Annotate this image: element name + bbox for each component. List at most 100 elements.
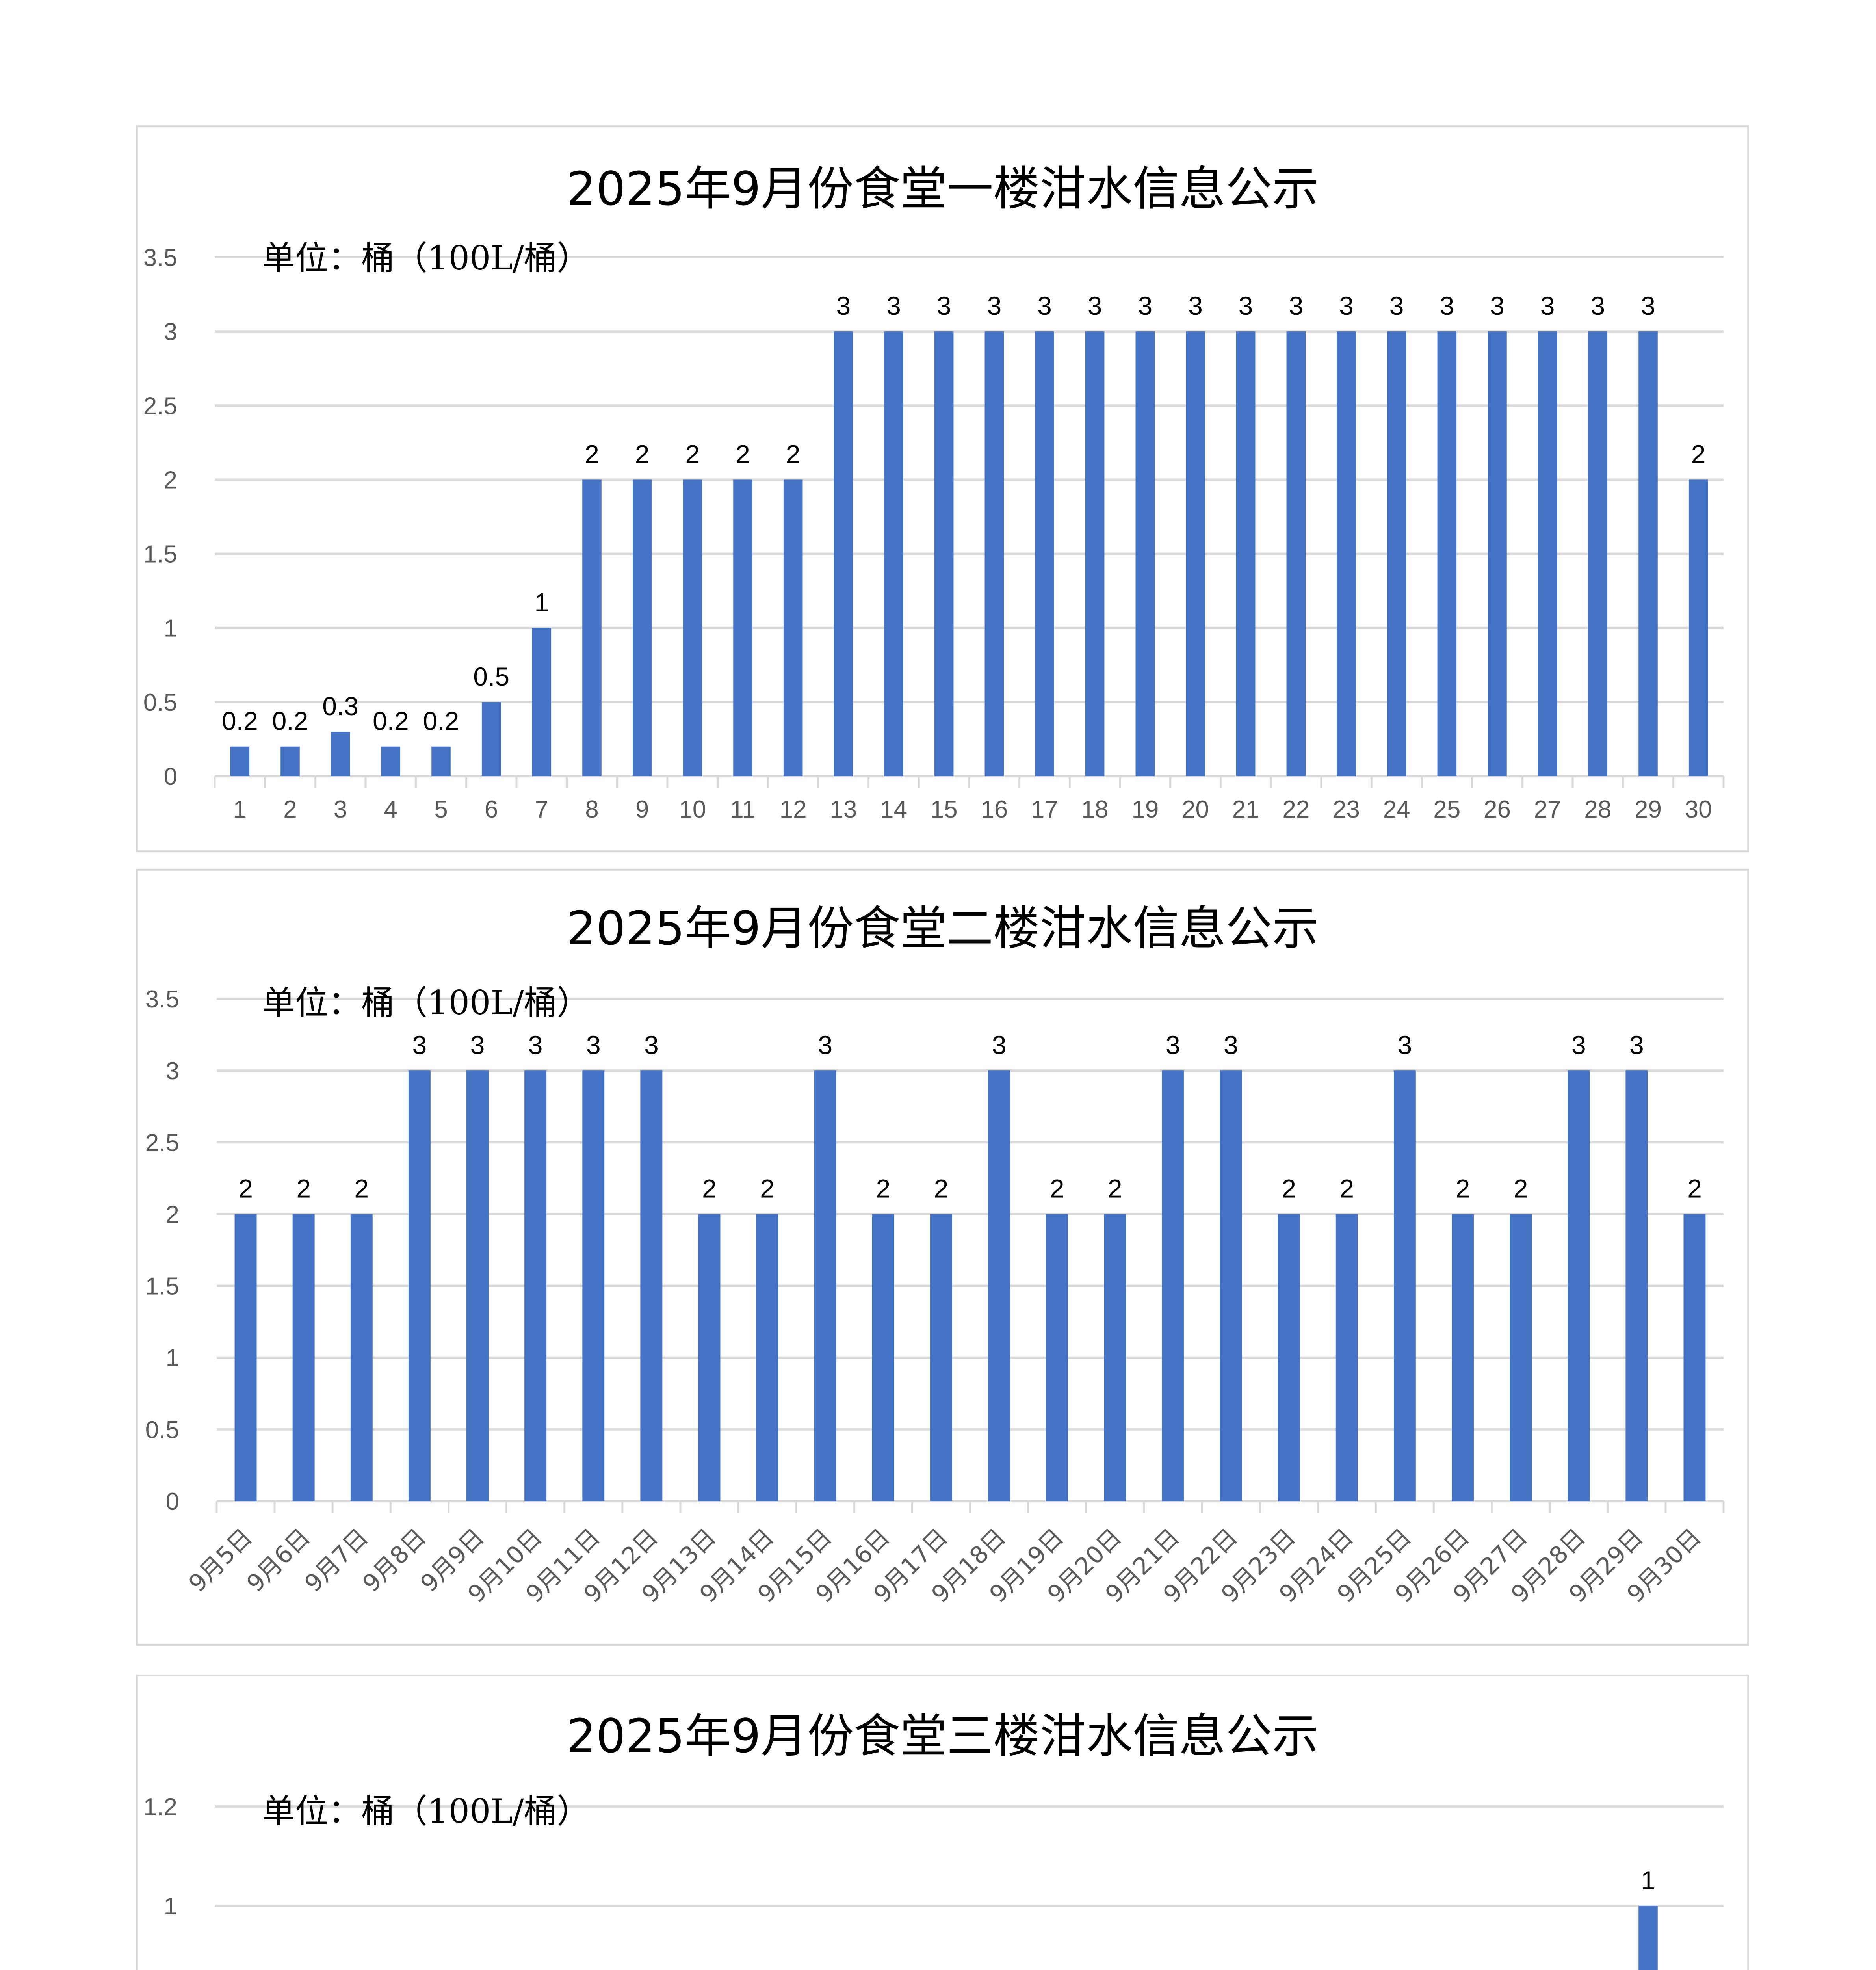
data-label: 0.2 [222,706,258,736]
data-label: 0.2 [272,706,308,736]
bar [1625,1070,1648,1501]
x-tick-label: 20 [1182,796,1209,823]
x-tick-label: 22 [1282,796,1309,823]
data-label: 3 [470,1030,485,1059]
data-label: 3 [1188,291,1203,320]
y-tick-label: 1 [164,615,177,642]
y-tick-label: 1 [166,1345,179,1372]
bar [1162,1070,1184,1501]
data-label: 0.2 [373,706,409,736]
bar [1437,331,1457,777]
y-tick-label: 2.5 [143,392,177,420]
data-label: 3 [1138,291,1152,320]
x-tick-label: 28 [1584,796,1611,823]
x-tick-label: 15 [931,796,958,823]
y-tick-label: 3.5 [145,986,179,1013]
data-label: 3 [818,1030,832,1059]
bar [783,479,803,776]
data-label: 3 [886,291,901,320]
y-tick-label: 0.5 [145,1416,179,1444]
y-tick-label: 1 [164,1893,177,1920]
data-label: 2 [786,439,801,468]
data-label: 2 [635,439,650,468]
unit-label: 单位：桶（100L/桶） [262,1792,590,1831]
bar [1046,1214,1068,1501]
bar [1688,479,1708,776]
bar [1104,1214,1126,1501]
bar [350,1214,373,1501]
y-tick-label: 3 [164,318,177,346]
bar [984,331,1004,777]
bar [1335,1214,1358,1501]
data-label: 2 [760,1174,775,1203]
bar [934,331,954,777]
y-tick-label: 0 [164,763,177,790]
bar [1236,331,1256,777]
y-tick-label: 1.2 [143,1793,177,1821]
data-label: 3 [1641,291,1655,320]
bar [1186,331,1205,777]
chart-title: 2025年9月份食堂一楼泔水信息公示 [566,162,1319,216]
bar [872,1214,894,1501]
data-label: 2 [736,439,750,468]
data-label: 3 [1571,1030,1586,1059]
x-tick-label: 9月8日 [357,1523,431,1597]
x-tick-label: 26 [1484,796,1511,823]
data-label: 3 [987,291,1001,320]
bar [230,746,250,776]
y-tick-label: 3 [166,1057,179,1085]
bar-chart-plot: 00.20.40.60.811.20.110.120.130.140.15060… [143,1793,1724,1970]
bar [733,479,752,776]
y-tick-label: 0 [166,1488,179,1515]
x-tick-label: 21 [1232,796,1259,823]
data-label: 2 [1282,1174,1296,1203]
bar [988,1070,1010,1501]
chart-title: 2025年9月份食堂二楼泔水信息公示 [566,901,1319,955]
data-label: 3 [836,291,851,320]
data-label: 3 [1629,1030,1644,1059]
bar [1220,1070,1242,1501]
bar [1588,331,1608,777]
bar [408,1070,431,1501]
data-label: 3 [1239,291,1253,320]
x-tick-label: 11 [730,796,755,823]
data-label: 2 [296,1174,311,1203]
data-label: 3 [1590,291,1605,320]
chart-floor-2: 2025年9月份食堂二楼泔水信息公示 0 0.5 1 1.5 2 2.5 3 3.5 2 9月5日… [136,869,1749,1646]
bar [1538,331,1557,777]
data-label: 2 [354,1174,369,1203]
bar [1085,331,1105,777]
data-label: 2 [1691,439,1706,468]
bar [1568,1070,1590,1501]
x-tick-label: 18 [1081,796,1109,823]
data-label: 3 [1166,1030,1180,1059]
chart-floor-3: 2025年9月份食堂三楼泔水信息公示 00.20.40.60.811.20.11… [136,1674,1749,1970]
bar [582,479,602,776]
data-label: 3 [937,291,951,320]
x-tick-label: 9月5日 [184,1523,258,1597]
bar [466,1070,489,1501]
bar [1286,331,1306,777]
data-label: 2 [1687,1174,1702,1203]
bar [234,1214,257,1501]
data-label: 3 [1398,1030,1412,1059]
data-label: 3 [1037,291,1052,320]
data-label: 3 [1389,291,1404,320]
x-tick-label: 2 [283,796,297,823]
x-tick-label: 10 [679,796,706,823]
x-tick-label: 4 [384,796,397,823]
bar [1638,331,1658,777]
y-tick-label: 1.5 [143,541,177,568]
bar [814,1070,836,1501]
data-label: 2 [585,439,599,468]
bar [582,1070,605,1501]
bar [632,479,652,776]
bar [431,746,451,776]
x-tick-label: 9月7日 [299,1523,373,1597]
data-label: 2 [685,439,700,468]
data-label: 2 [1108,1174,1122,1203]
bar [481,702,501,776]
bar [1387,331,1406,777]
x-tick-label: 24 [1383,796,1410,823]
bar [1035,331,1054,777]
